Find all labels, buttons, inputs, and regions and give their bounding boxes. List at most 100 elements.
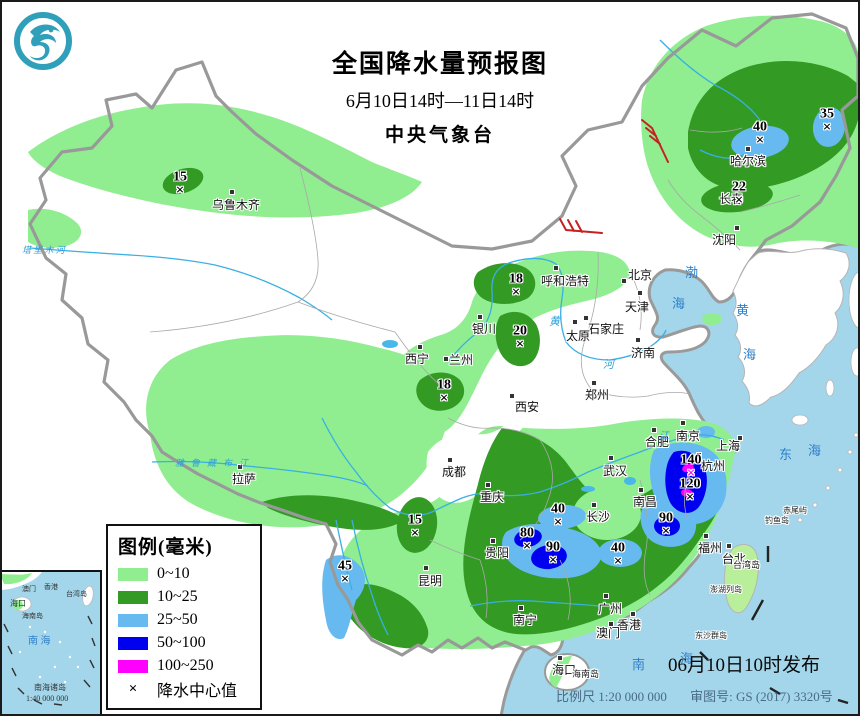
city-marker: 沈阳 (712, 226, 739, 249)
map-header: 全国降水量预报图 6月10日14时—11日14时 中央气象台 (275, 44, 605, 147)
city-marker: 呼和浩特 (541, 266, 589, 290)
place-name-label: 澎湖列岛 (710, 585, 742, 594)
city-marker: 武汉 (603, 456, 628, 480)
rivers (29, 39, 761, 636)
city-dot (238, 465, 242, 469)
city-dot (746, 147, 750, 151)
place-name-label: 台湾岛 (733, 560, 761, 570)
legend-item: 100~250 (118, 657, 260, 674)
city-label: 南宁 (513, 613, 538, 627)
city-dot (519, 606, 523, 610)
south-china-sea-inset-map: 澳门 香港 海口 海南岛 台湾岛南 海南海诸岛 1:40 000 000 (0, 570, 102, 716)
nine-dash-line (3, 615, 96, 706)
precip-center-x-icon: × (734, 192, 744, 209)
precip-value: 20 (513, 323, 527, 339)
legend-item-label: 10~25 (157, 588, 198, 605)
legend-item-label: 0~10 (157, 565, 190, 582)
precip-center-x-icon: × (511, 284, 521, 301)
precip-center: 15 × (408, 513, 422, 542)
city-marker: 济南 (631, 338, 655, 362)
place-name-label: 长春 (719, 192, 744, 206)
precip-center-x-icon: × (128, 680, 138, 697)
city-dot (592, 381, 596, 385)
precip-center: 22 × (732, 179, 746, 209)
map-review-number: 审图号: GS (2017) 3320号 (690, 689, 833, 704)
precip-value: 22 (732, 179, 746, 195)
city-marker: 拉萨 (232, 465, 256, 488)
precip-center-x-icon: × (553, 514, 563, 531)
city-marker: 贵阳 (485, 539, 509, 562)
precip-center-x-icon: × (613, 553, 623, 570)
precip-center: 15 × (173, 169, 187, 199)
city-marker: 福州 (698, 534, 722, 557)
inset-place-label: 香港 (44, 583, 58, 591)
city-marker: 昆明 (418, 566, 443, 590)
china-weather-dragon-logo (10, 8, 76, 74)
inset-place-label: 台湾岛 (66, 590, 87, 598)
precip-center-x-icon: × (340, 571, 350, 588)
place-name-label: 海南岛 (572, 669, 600, 679)
hainan-rain-patch (549, 656, 572, 688)
precip-value: 90 (659, 510, 673, 526)
river-name-label: 雅鲁藏布江 (175, 458, 256, 468)
city-dot (727, 544, 731, 548)
city-label: 南京 (676, 429, 701, 443)
precip-value: 140 (680, 452, 702, 468)
legend-item: 0~10 (118, 565, 260, 582)
precip-value: 15 (173, 169, 187, 185)
river-name-label: 塔 里 木 河 (22, 245, 65, 255)
city-label: 成都 (442, 465, 467, 479)
legend-center-row: × 降水中心值 (118, 680, 260, 701)
sea-name-label: 南 (632, 657, 646, 672)
city-dot (230, 190, 234, 194)
city-dot (697, 453, 701, 457)
forecast-period: 6月10日14时—11日14时 (345, 91, 535, 111)
precip-center: 45 × (338, 559, 352, 588)
city-marker: 石家庄 (584, 316, 624, 338)
city-marker: 海口 (552, 656, 577, 679)
precip-value: 40 (551, 501, 565, 517)
city-label: 武汉 (603, 464, 628, 478)
city-label: 香港 (617, 618, 642, 632)
city-label: 重庆 (480, 490, 505, 504)
maritime-boundary-marks (699, 546, 849, 705)
sea-name-label: 海 (743, 347, 757, 362)
city-label: 昆明 (418, 574, 443, 588)
precip-center: 18 × (437, 378, 451, 407)
city-marker: 合肥 (645, 428, 669, 451)
precip-center: 40 × (753, 119, 767, 149)
city-label: 南昌 (633, 495, 658, 509)
city-dot (622, 279, 626, 283)
city-dot (735, 226, 739, 230)
china-national-border (28, 12, 860, 657)
rain-band-100-250 (681, 463, 694, 498)
city-label: 天津 (625, 300, 650, 314)
city-marker: 兰州 (444, 351, 473, 369)
precip-center-x-icon: × (522, 538, 532, 555)
city-dot (444, 357, 448, 361)
precip-center-x-icon: × (822, 119, 832, 136)
city-label: 澳门 (596, 626, 621, 640)
city-label: 长沙 (586, 510, 611, 524)
inset-map-canvas (0, 572, 96, 706)
city-marker: 哈尔滨 (730, 147, 766, 170)
city-label: 海口 (552, 663, 577, 677)
precip-center-x-icon: × (548, 552, 558, 569)
precip-center: 40 × (611, 541, 625, 570)
city-label: 西安 (515, 400, 540, 414)
inset-place-label: 1:40 000 000 (26, 694, 69, 703)
city-marker: 天津 (625, 291, 650, 316)
sea-name-label: 海 (808, 443, 822, 458)
river-name-label: 黄 (549, 316, 560, 328)
precip-center-x-icon: × (686, 465, 696, 482)
place-name-label: 钓鱼岛 (765, 516, 789, 525)
precip-center-x-icon: × (755, 132, 765, 149)
legend-box: 图例(毫米) 0~10 10~25 25~50 50~100 100~250 (106, 524, 262, 710)
city-dot (738, 436, 742, 440)
precip-value: 40 (753, 119, 767, 135)
offshore-islands (791, 271, 860, 523)
city-dot (486, 483, 490, 487)
